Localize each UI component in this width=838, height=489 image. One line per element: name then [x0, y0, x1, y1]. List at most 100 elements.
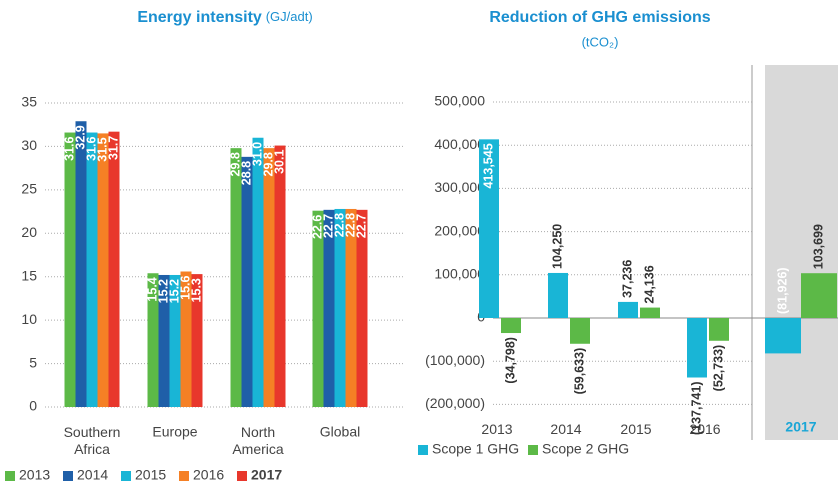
y-tick-label: 5: [29, 354, 37, 370]
x-tick-label: Europe: [152, 424, 197, 440]
x-tick-label: Global: [320, 424, 360, 440]
data-label: 413,545: [481, 143, 495, 188]
data-label: 30.1: [272, 150, 286, 174]
legend-label: Scope 1 GHG: [432, 441, 519, 457]
data-label: 31.6: [62, 136, 76, 160]
bar: [570, 318, 590, 344]
x-tick-word: Southern: [64, 424, 121, 440]
bar: [191, 274, 203, 407]
data-label: 31.7: [106, 136, 120, 160]
legend-label: 2014: [77, 467, 108, 483]
legend-swatch: [237, 471, 247, 481]
data-label: 28.8: [239, 161, 253, 185]
data-label: 31.0: [250, 142, 264, 166]
data-label: 15.3: [189, 278, 203, 302]
data-label: (81,926): [775, 267, 789, 314]
bar: [97, 133, 109, 407]
bar: [241, 156, 253, 407]
bar: [640, 307, 660, 318]
data-label: 22.8: [332, 213, 346, 237]
data-label: 22.6: [310, 215, 324, 239]
data-label: (59,633): [572, 348, 586, 395]
legend-label: 2017: [251, 467, 282, 483]
y-tick-label: 200,000: [434, 222, 485, 238]
legend-label: Scope 2 GHG: [542, 441, 629, 457]
bar: [801, 273, 837, 318]
x-tick-label: 2016: [689, 421, 720, 437]
bar: [334, 208, 346, 407]
x-tick-word: America: [232, 441, 284, 457]
legend-label: 2015: [135, 467, 166, 483]
title-unit: (GJ/adt): [266, 9, 313, 24]
x-tick-label: 2015: [620, 421, 651, 437]
y-tick-label: 10: [21, 311, 37, 327]
y-tick-label: 20: [21, 224, 37, 240]
data-label: 32.9: [73, 125, 87, 149]
y-tick-label: (100,000): [425, 352, 485, 368]
chart-title: Energy intensity (GJ/adt): [137, 9, 312, 27]
bar: [86, 132, 98, 407]
bar: [147, 273, 159, 407]
data-label: 22.7: [354, 214, 368, 238]
x-tick-word: Africa: [74, 441, 110, 457]
bar: [312, 210, 324, 407]
bar: [169, 274, 181, 407]
y-tick-label: 300,000: [434, 179, 485, 195]
bar: [323, 209, 335, 407]
bar: [765, 318, 801, 354]
bar: [180, 271, 192, 407]
legend-label: 2016: [193, 467, 224, 483]
legend-swatch: [63, 471, 73, 481]
chart-subtitle: (tCO₂): [582, 34, 619, 49]
data-label: 103,699: [811, 224, 825, 269]
data-label: 15.2: [167, 279, 181, 303]
x-tick-word: North: [241, 424, 275, 440]
legend-swatch: [528, 445, 538, 455]
chart-title: Reduction of GHG emissions: [489, 9, 710, 26]
bar: [687, 318, 707, 378]
highlight-panel: [765, 65, 838, 440]
x-tick-label: Southern Africa: [64, 424, 121, 457]
data-label: 24,136: [642, 265, 656, 303]
data-label: (137,741): [689, 382, 703, 436]
data-label: 104,250: [550, 224, 564, 269]
data-label: 31.6: [84, 136, 98, 160]
y-tick-label: 0: [29, 398, 37, 414]
x-tick-label: 2017: [785, 419, 816, 435]
data-label: 37,236: [620, 260, 634, 298]
bar: [479, 139, 499, 318]
y-tick-label: (200,000): [425, 395, 485, 411]
x-tick-label: 2014: [550, 421, 581, 437]
y-tick-label: 100,000: [434, 266, 485, 282]
y-tick-label: 35: [21, 94, 37, 110]
data-label: 22.8: [343, 213, 357, 237]
data-label: 31.5: [95, 137, 109, 161]
bar: [230, 148, 242, 407]
data-label: 29.8: [261, 152, 275, 176]
y-tick-label: 400,000: [434, 136, 485, 152]
y-tick-label: 25: [21, 181, 37, 197]
x-tick-label: 2013: [481, 421, 512, 437]
data-label: 15.6: [178, 275, 192, 299]
data-label: 29.8: [228, 152, 242, 176]
bar: [548, 272, 568, 318]
bar: [252, 137, 264, 407]
data-label: 15.4: [145, 277, 159, 301]
data-label: (34,798): [503, 337, 517, 384]
legend-swatch: [418, 445, 428, 455]
bar: [345, 208, 357, 407]
bar: [64, 132, 76, 407]
bar: [263, 148, 275, 407]
bar: [709, 318, 729, 341]
bar: [274, 145, 286, 407]
data-label: 22.7: [321, 214, 335, 238]
bar: [501, 318, 521, 334]
bar: [618, 301, 638, 318]
y-tick-label: 500,000: [434, 93, 485, 109]
legend-swatch: [5, 471, 15, 481]
data-label: 15.2: [156, 279, 170, 303]
data-label: (52,733): [711, 345, 725, 392]
legend-label: 2013: [19, 467, 50, 483]
y-tick-label: 30: [21, 137, 37, 153]
